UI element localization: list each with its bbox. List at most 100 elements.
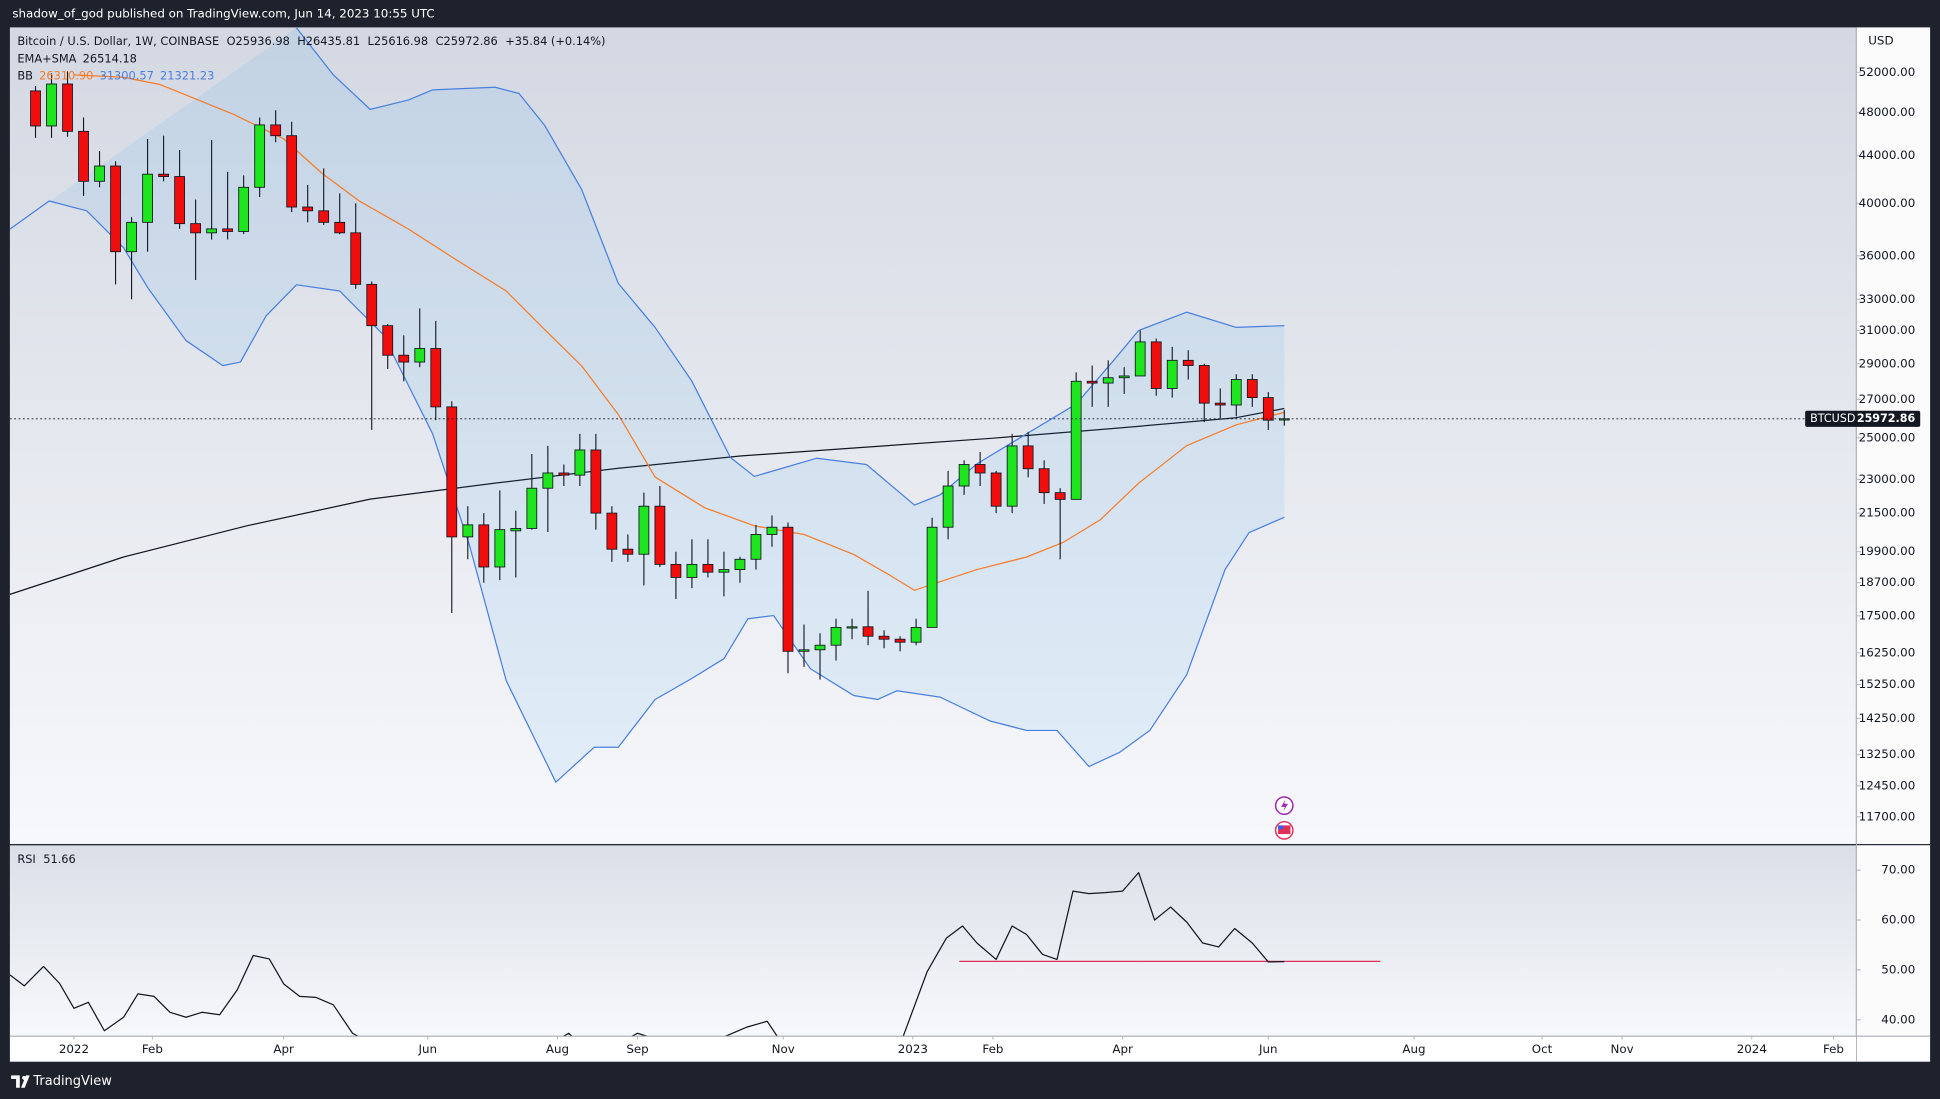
candle-body (622, 548, 634, 555)
candle-body (414, 348, 426, 363)
candle-body (1230, 379, 1242, 406)
candle-body (286, 135, 298, 208)
candle-body (654, 505, 666, 565)
x-tick-label: Jun (417, 1042, 437, 1056)
y-tick-label: 40000.00 (1859, 196, 1916, 210)
candle-body (590, 449, 602, 514)
candle-body (158, 173, 169, 177)
x-tick-label: Jun (1258, 1042, 1278, 1056)
icon (1278, 825, 1291, 835)
candle-body (542, 472, 554, 489)
y-tick-label: 31000.00 (1859, 323, 1916, 337)
candle-body (206, 228, 218, 234)
candle-body (926, 526, 938, 628)
candle-body (1006, 445, 1018, 507)
candle-body (1134, 341, 1146, 377)
candle-body (574, 449, 586, 476)
candle-body (862, 626, 874, 637)
y-tick-label: 48000.00 (1859, 105, 1916, 119)
indicator-name: BB (17, 68, 33, 82)
candle-body (1182, 359, 1194, 366)
y-tick-label: 23000.00 (1859, 472, 1916, 486)
candle-body (1262, 397, 1274, 421)
indicator-value: 31300.57 (100, 68, 154, 82)
last-price-box (1805, 410, 1921, 427)
x-tick-label: Feb (982, 1042, 1003, 1056)
icon (1278, 825, 1284, 830)
x-tick-label: 2023 (898, 1042, 928, 1056)
rsi-line (9, 872, 1285, 1036)
candle-body (62, 83, 73, 132)
y-tick-label: 29000.00 (1859, 356, 1916, 370)
y-tick-label: 44000.00 (1859, 148, 1916, 162)
candle-body (94, 165, 105, 182)
x-tick-label: Nov (772, 1042, 795, 1056)
event-icons (1274, 796, 1294, 840)
legend-line: BB 26310.90 31300.57 21321.23 (17, 68, 214, 82)
candle-body (142, 173, 153, 223)
candle-body (110, 165, 121, 253)
x-tick-label: Feb (1823, 1042, 1844, 1056)
candle-body (782, 526, 794, 652)
candle-body (78, 130, 89, 182)
candle-body (126, 221, 137, 253)
indicator-line (9, 407, 1285, 595)
candle-body (974, 464, 986, 474)
candle-body (1102, 377, 1114, 384)
candle-body (350, 232, 362, 285)
y-tick-label: 70.00 (1881, 863, 1915, 877)
x-tick-label: Oct (1532, 1042, 1553, 1056)
candle-body (318, 210, 330, 223)
candle-body (702, 563, 714, 573)
indicator-name: EMA+SMA (17, 51, 76, 65)
y-tick-label: 60.00 (1881, 913, 1915, 927)
candle-body (990, 472, 1002, 507)
indicator-value: 26514.18 (83, 51, 137, 65)
legend-value: +35.84 (+0.14%) (505, 33, 605, 47)
price-pane (9, 27, 1856, 844)
candle-body (670, 563, 682, 578)
candle-body (1054, 492, 1066, 500)
candle-body (366, 283, 378, 327)
x-tick-label: 2024 (1737, 1042, 1767, 1056)
y-tick-label: 52000.00 (1859, 65, 1916, 79)
candle-body (734, 558, 746, 571)
legend-line: RSI 51.66 (17, 851, 75, 865)
candle-body (814, 644, 826, 651)
indicator-name: RSI (17, 851, 35, 865)
x-tick-label: Apr (1112, 1042, 1133, 1056)
candle-body (446, 406, 458, 538)
candle-body (1038, 468, 1050, 494)
indicator-value: 51.66 (43, 851, 76, 865)
legend-title: Bitcoin / U.S. Dollar, 1W, COINBASE (17, 33, 219, 47)
legend-line: Bitcoin / U.S. Dollar, 1W, COINBASE O2593… (17, 33, 605, 47)
candle-body (686, 563, 698, 578)
icon (1281, 799, 1288, 812)
candle-body (558, 472, 570, 476)
candle-body (958, 464, 970, 487)
candle-body (766, 526, 778, 535)
candle-body (1118, 375, 1130, 379)
legend-value: L25616.98 (368, 33, 429, 47)
candle-body (606, 512, 618, 550)
candle-body (254, 124, 266, 188)
candle-body (750, 534, 762, 560)
candle-body (462, 524, 474, 538)
rsi-pane (9, 845, 1856, 1036)
y-tick-label: 50.00 (1881, 962, 1915, 976)
candle-body (1086, 380, 1098, 384)
legend-value: H26435.81 (297, 33, 360, 47)
x-tick-label: 2022 (59, 1042, 89, 1056)
candle-body (846, 626, 858, 629)
candle-body (1070, 380, 1082, 500)
y-tick-label: 18700.00 (1859, 575, 1916, 589)
price-axis (1855, 27, 1931, 1036)
candle-body (478, 524, 490, 568)
x-tick-label: Sep (626, 1042, 648, 1056)
candle-body (46, 83, 57, 127)
logo (22, 1075, 27, 1080)
candle-body (494, 529, 506, 568)
candle-body (1022, 445, 1034, 470)
y-tick-label: 12450.00 (1859, 778, 1916, 792)
